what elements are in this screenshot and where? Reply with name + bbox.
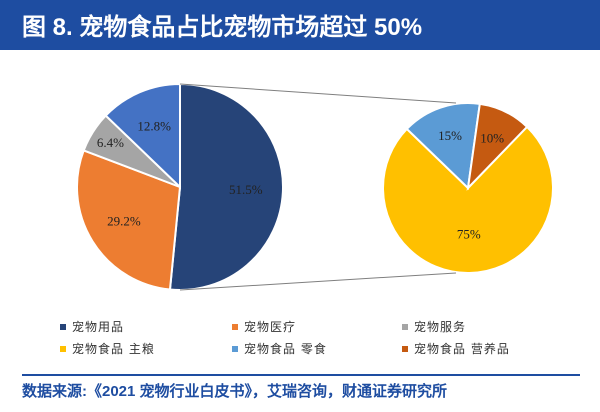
connector-line-top — [179, 83, 457, 104]
legend-item-food-snack: 宠物食品 零食 — [232, 340, 327, 357]
secondary-pie-slice-2 — [466, 102, 529, 191]
source-note: 数据来源:《2021 宠物行业白皮书》，艾瑞咨询，财通证券研究所 — [22, 383, 448, 400]
main-pie-data-label-3: 12.8% — [137, 118, 171, 133]
main-pie-data-label-0: 51.5% — [229, 182, 263, 197]
main-pie-slice-0 — [168, 82, 284, 291]
page-title: 图 8. 宠物食品占比宠物市场超过 50% — [22, 14, 423, 41]
legend-swatch — [60, 345, 66, 352]
secondary-pie-slice-0 — [382, 125, 554, 274]
legend-swatch — [402, 323, 408, 330]
legend-label: 宠物医疗 — [244, 320, 297, 334]
legend-item-food-staple: 宠物食品 主粮 — [60, 340, 155, 357]
legend-swatch — [232, 345, 238, 352]
legend-label: 宠物食品 主粮 — [72, 342, 155, 356]
legend-label: 宠物食品 营养品 — [414, 342, 510, 356]
main-pie-slice-1 — [76, 149, 182, 291]
pie-of-pie-chart: 51.5% 29.2% 6.4% 12.8% 75% 15% 10% — [76, 82, 554, 291]
legend-label: 宠物用品 — [72, 320, 125, 334]
legend-item-pet-supplies: 宠物用品 — [60, 318, 124, 335]
legend-label: 宠物食品 零食 — [244, 342, 327, 356]
legend-swatch — [402, 345, 408, 352]
secondary-pie-data-label-1: 15% — [438, 128, 462, 143]
legend-item-pet-medical: 宠物医疗 — [232, 318, 296, 335]
legend-item-food-supplement: 宠物食品 营养品 — [402, 340, 510, 357]
legend-swatch — [60, 323, 66, 330]
legend-item-pet-services: 宠物服务 — [402, 318, 466, 335]
secondary-pie-slice-1 — [405, 102, 481, 191]
connector-line-bottom — [179, 272, 457, 291]
main-pie-data-label-1: 29.2% — [107, 214, 141, 229]
secondary-pie-data-label-2: 10% — [480, 130, 504, 145]
secondary-pie-data-label-0: 75% — [457, 227, 481, 242]
title-bar: 图 8. 宠物食品占比宠物市场超过 50% — [0, 0, 600, 50]
source-divider — [22, 374, 580, 376]
legend-label: 宠物服务 — [414, 320, 467, 334]
main-pie-data-label-2: 6.4% — [97, 135, 124, 150]
main-pie-slice-3 — [104, 82, 181, 190]
legend-swatch — [232, 323, 238, 330]
